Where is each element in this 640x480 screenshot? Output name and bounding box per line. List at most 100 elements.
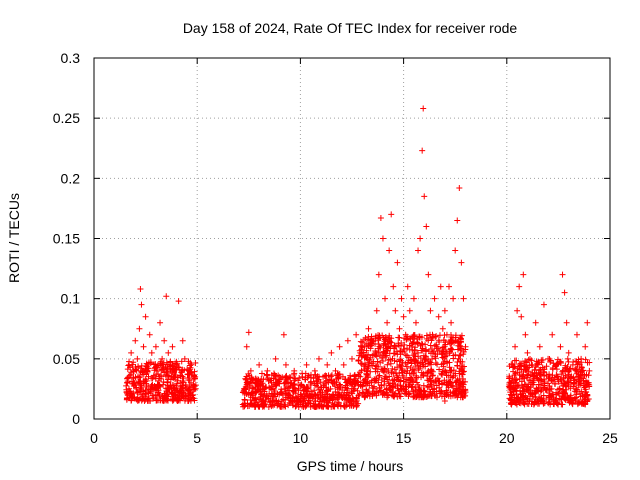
data-point <box>126 372 133 379</box>
y-tick-labels: 0 0.05 0.1 0.15 0.2 0.25 0.3 <box>53 50 80 427</box>
data-point <box>386 373 393 380</box>
data-point <box>545 355 552 362</box>
data-point <box>188 379 195 386</box>
data-point <box>314 373 321 380</box>
data-point <box>135 397 142 404</box>
x-tick-label: 10 <box>293 430 309 446</box>
data-point <box>260 402 267 409</box>
data-point <box>365 372 372 379</box>
data-point <box>443 391 450 398</box>
data-point <box>323 372 330 379</box>
data-point <box>134 389 141 395</box>
data-point <box>133 385 140 392</box>
data-point <box>268 386 275 393</box>
data-point <box>340 361 347 368</box>
data-point <box>299 373 306 380</box>
data-point <box>324 361 331 368</box>
data-point <box>150 394 157 401</box>
data-point <box>392 343 399 350</box>
data-point <box>257 382 264 389</box>
data-point <box>281 402 288 409</box>
data-point <box>456 352 463 359</box>
data-point <box>534 400 541 407</box>
data-point <box>413 374 420 381</box>
data-point <box>540 301 547 308</box>
data-point <box>280 331 287 338</box>
data-point <box>127 364 134 371</box>
data-point <box>268 379 275 386</box>
data-point <box>420 105 427 112</box>
data-point <box>417 235 424 242</box>
data-point <box>346 378 353 385</box>
data-point <box>173 387 180 394</box>
data-point <box>543 396 550 403</box>
data-point <box>128 378 135 385</box>
data-point <box>427 381 434 388</box>
data-point <box>442 353 449 360</box>
data-point <box>353 331 360 338</box>
data-point <box>162 371 169 378</box>
data-point <box>452 391 459 398</box>
data-point <box>287 379 294 386</box>
data-point <box>251 388 258 395</box>
data-point <box>173 361 180 368</box>
data-point <box>511 357 518 364</box>
data-point <box>518 313 525 320</box>
data-point <box>344 337 351 344</box>
data-point <box>516 371 523 378</box>
data-point <box>410 352 417 359</box>
data-point <box>400 346 407 353</box>
data-point <box>258 390 265 397</box>
data-point <box>458 367 465 374</box>
data-point <box>580 393 587 400</box>
data-point <box>377 387 384 394</box>
data-point <box>361 343 368 350</box>
data-point <box>182 381 189 388</box>
data-point <box>441 397 448 404</box>
data-point <box>584 379 591 386</box>
data-point <box>510 388 517 395</box>
data-point <box>439 354 446 361</box>
data-point <box>251 379 258 386</box>
data-point <box>422 353 429 360</box>
data-point <box>140 343 147 350</box>
data-point <box>130 359 137 366</box>
data-point <box>155 397 162 404</box>
y-tick-label: 0 <box>72 411 80 427</box>
data-point <box>375 334 382 341</box>
data-point <box>339 394 346 401</box>
data-point <box>282 361 289 368</box>
data-point <box>397 386 404 393</box>
data-point <box>349 390 356 397</box>
data-point <box>407 364 414 371</box>
x-tick-label: 25 <box>602 430 618 446</box>
data-point <box>310 375 317 382</box>
data-point <box>549 364 556 371</box>
data-point <box>290 402 297 409</box>
data-point <box>398 365 405 372</box>
data-point <box>321 380 328 387</box>
data-point <box>377 359 384 366</box>
data-point <box>289 398 296 405</box>
data-point <box>169 343 176 350</box>
data-point <box>336 343 343 350</box>
data-point <box>573 365 580 372</box>
data-point <box>175 298 182 305</box>
data-point <box>282 403 289 410</box>
data-point <box>562 396 569 403</box>
data-point <box>130 367 137 374</box>
data-point <box>335 375 342 382</box>
data-point <box>306 398 313 405</box>
data-point <box>375 335 382 342</box>
data-point <box>411 393 418 400</box>
data-point <box>452 372 459 379</box>
data-point <box>534 386 541 393</box>
data-point <box>540 392 547 399</box>
data-point <box>165 349 172 356</box>
data-point <box>342 384 349 391</box>
data-point <box>326 376 333 383</box>
data-point <box>285 391 292 398</box>
data-point <box>128 349 135 356</box>
data-point <box>402 331 409 338</box>
data-point <box>540 368 547 375</box>
